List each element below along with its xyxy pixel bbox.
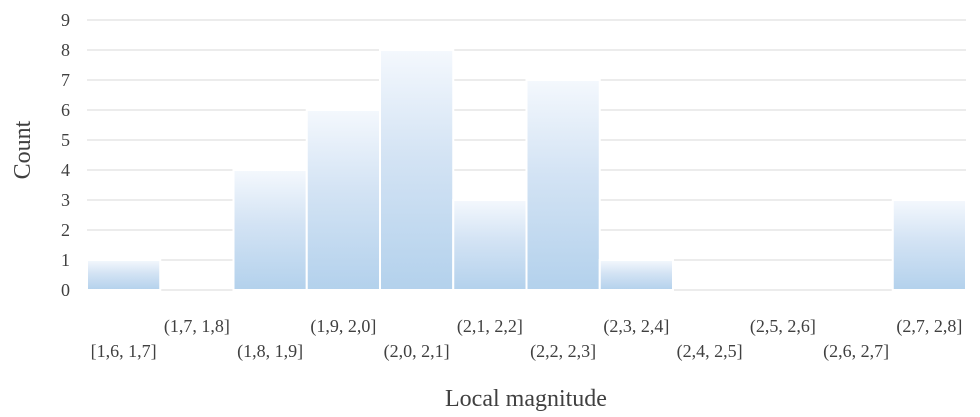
- x-tick-labels: [1,6, 1,7] (1,7, 1,8] (1,8, 1,9] (1,9, 2,0]…: [91, 316, 963, 362]
- histogram-bar: [891, 199, 967, 291]
- y-tick-label: 2: [61, 220, 70, 240]
- x-tick-label: (2,3, 2,4]: [603, 316, 669, 337]
- histogram-bar: [305, 109, 381, 291]
- x-tick-label: [1,6, 1,7]: [91, 341, 157, 361]
- y-axis-title: Count: [10, 120, 36, 179]
- histogram-bar: [232, 169, 308, 291]
- histogram-bar: [452, 199, 528, 291]
- y-tick-label: 0: [61, 280, 70, 300]
- y-tick-label: 9: [61, 10, 70, 30]
- y-tick-label: 7: [61, 70, 70, 90]
- histogram-bar: [86, 259, 162, 291]
- histogram-bar: [598, 259, 674, 291]
- histogram-bar: [525, 79, 601, 291]
- y-tick-label: 8: [61, 40, 70, 60]
- y-tick-label: 1: [61, 250, 70, 270]
- y-tick-label: 3: [61, 190, 70, 210]
- x-tick-label: (2,6, 2,7]: [823, 341, 889, 362]
- x-axis-title: Local magnitude: [445, 386, 607, 412]
- bars: [86, 49, 967, 291]
- y-tick-labels: 0 1 2 3 4 5 6 7 8 9: [61, 10, 70, 300]
- x-tick-label: (2,0, 2,1]: [384, 341, 450, 362]
- x-tick-label: (1,7, 1,8]: [164, 316, 230, 337]
- histogram-bar: [379, 49, 455, 291]
- x-tick-label: (1,9, 2,0]: [310, 316, 376, 337]
- y-tick-label: 4: [61, 160, 70, 180]
- x-tick-label: (1,8, 1,9]: [237, 341, 303, 362]
- x-tick-label: (2,1, 2,2]: [457, 316, 523, 337]
- y-tick-label: 5: [61, 130, 70, 150]
- x-tick-label: (2,4, 2,5]: [677, 341, 743, 362]
- x-tick-label: (2,5, 2,6]: [750, 316, 816, 337]
- x-tick-label: (2,2, 2,3]: [530, 341, 596, 362]
- x-tick-label: (2,7, 2,8]: [896, 316, 962, 337]
- y-tick-label: 6: [61, 100, 70, 120]
